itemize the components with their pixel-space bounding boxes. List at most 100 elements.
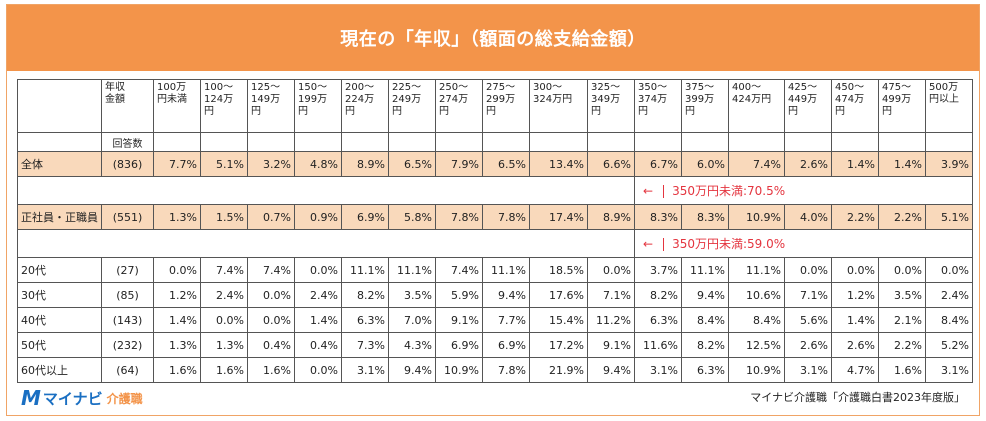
row-value: 7.8%: [435, 204, 483, 230]
row-value: 4.7%: [831, 357, 879, 383]
row-value: 11.6%: [634, 332, 682, 358]
row-value: 12.5%: [728, 332, 785, 358]
row-value: 9.4%: [482, 282, 530, 308]
row-count: (64): [101, 357, 154, 383]
annotation-overall: ← 350万円未満:70.5%: [634, 176, 973, 205]
row-value: 13.4%: [529, 151, 588, 177]
row-value: 1.6%: [878, 357, 926, 383]
row-label: 40代: [17, 307, 102, 333]
table-row: 50代 (232) 1.3% 1.3% 0.4% 0.4% 7.3% 4.3% 6.9% 6.9%…: [17, 332, 973, 358]
row-value: 2.1%: [878, 307, 926, 333]
row-value: 7.7%: [153, 151, 201, 177]
row-value: 8.3%: [634, 204, 682, 230]
row-value: 9.1%: [587, 332, 635, 358]
row-value: 3.1%: [341, 357, 389, 383]
annotation-fulltime: ← 350万円未満:59.0%: [634, 229, 973, 258]
header-bracket: 150～ 199万 円: [294, 79, 342, 133]
row-count: (551): [101, 204, 154, 230]
arrow-left-icon: ←: [643, 184, 654, 198]
row-value: 8.3%: [681, 204, 729, 230]
rows-overall: 全体 (836) 7.7% 5.1% 3.2% 4.8% 8.9% 6.5% 7.9% 6.5% 1…: [17, 151, 973, 177]
row-value: 0.4%: [247, 332, 295, 358]
row-value: 5.9%: [435, 282, 483, 308]
row-label: 20代: [17, 257, 102, 283]
row-value: 8.2%: [634, 282, 682, 308]
row-value: 10.9%: [728, 357, 785, 383]
row-value: 8.9%: [341, 151, 389, 177]
row-value: 7.4%: [247, 257, 295, 283]
header-row: 年収 金額 100万 円未満 100～ 124万 円 125～ 149万 円 1…: [17, 79, 973, 133]
row-value: 3.7%: [634, 257, 682, 283]
row-value: 0.0%: [153, 257, 201, 283]
row-value: 3.5%: [878, 282, 926, 308]
header-bracket: 400～ 424万円: [728, 79, 785, 133]
row-value: 6.3%: [634, 307, 682, 333]
row-value: 0.0%: [294, 257, 342, 283]
table-row: 全体 (836) 7.7% 5.1% 3.2% 4.8% 8.9% 6.5% 7.9% 6.5% 1…: [17, 151, 973, 177]
table-row: 30代 (85) 1.2% 2.4% 0.0% 2.4% 8.2% 3.5% 5.9% 9.4% 1…: [17, 282, 973, 308]
row-value: 0.9%: [294, 204, 342, 230]
corner-cell: [17, 79, 102, 133]
row-value: 1.4%: [294, 307, 342, 333]
row-value: 5.1%: [925, 204, 973, 230]
row-value: 0.0%: [200, 307, 248, 333]
row-value: 1.3%: [153, 332, 201, 358]
header-bracket: 500万 円以上: [925, 79, 973, 133]
row-value: 4.3%: [388, 332, 436, 358]
response-count-row: 回答数: [17, 132, 973, 152]
logo-mark-icon: M: [21, 386, 41, 410]
row-value: 2.6%: [784, 151, 832, 177]
row-value: 10.6%: [728, 282, 785, 308]
row-value: 7.4%: [200, 257, 248, 283]
row-value: 1.3%: [200, 332, 248, 358]
row-value: 6.0%: [681, 151, 729, 177]
annotation-divider: [663, 238, 665, 251]
row-value: 11.1%: [388, 257, 436, 283]
row-value: 7.8%: [482, 204, 530, 230]
header-bracket: 225～ 249万 円: [388, 79, 436, 133]
row-value: 3.1%: [925, 357, 973, 383]
row-value: 0.0%: [587, 257, 635, 283]
row-value: 2.4%: [200, 282, 248, 308]
row-value: 0.7%: [247, 204, 295, 230]
row-value: 7.3%: [341, 332, 389, 358]
header-bracket: 475～ 499万 円: [878, 79, 926, 133]
header-bracket: 300～ 324万円: [529, 79, 588, 133]
header-label: 年収 金額: [101, 79, 154, 133]
row-value: 8.4%: [925, 307, 973, 333]
row-value: 3.5%: [388, 282, 436, 308]
row-label: 30代: [17, 282, 102, 308]
row-value: 6.5%: [388, 151, 436, 177]
row-value: 0.0%: [925, 257, 973, 283]
annotation-divider: [663, 185, 665, 198]
row-value: 2.6%: [831, 332, 879, 358]
header-bracket: 425～ 449万 円: [784, 79, 832, 133]
row-value: 3.9%: [925, 151, 973, 177]
row-value: 2.4%: [294, 282, 342, 308]
row-value: 1.6%: [200, 357, 248, 383]
table-row: 60代以上 (64) 1.6% 1.6% 1.6% 0.0% 3.1% 9.4% 10.9% 7.…: [17, 357, 973, 383]
row-value: 2.2%: [878, 204, 926, 230]
row-value: 8.4%: [681, 307, 729, 333]
header-bracket: 125～ 149万 円: [247, 79, 295, 133]
header-bracket: 200～ 224万 円: [341, 79, 389, 133]
row-count: (143): [101, 307, 154, 333]
row-label: 正社員・正職員: [17, 204, 102, 230]
row-value: 7.7%: [482, 307, 530, 333]
row-value: 11.2%: [587, 307, 635, 333]
row-value: 3.2%: [247, 151, 295, 177]
row-count: (27): [101, 257, 154, 283]
row-value: 1.3%: [153, 204, 201, 230]
row-count: (232): [101, 332, 154, 358]
row-label: 全体: [17, 151, 102, 177]
header-bracket: 325～ 349万 円: [587, 79, 635, 133]
row-value: 15.4%: [529, 307, 588, 333]
row-value: 8.2%: [681, 332, 729, 358]
row-value: 0.4%: [294, 332, 342, 358]
row-value: 17.6%: [529, 282, 588, 308]
logo-text: マイナビ: [42, 389, 103, 408]
row-value: 11.1%: [681, 257, 729, 283]
annotation-overall-text: 350万円未満:70.5%: [672, 184, 786, 198]
row-value: 11.1%: [341, 257, 389, 283]
header-bracket: 275～ 299万 円: [482, 79, 530, 133]
